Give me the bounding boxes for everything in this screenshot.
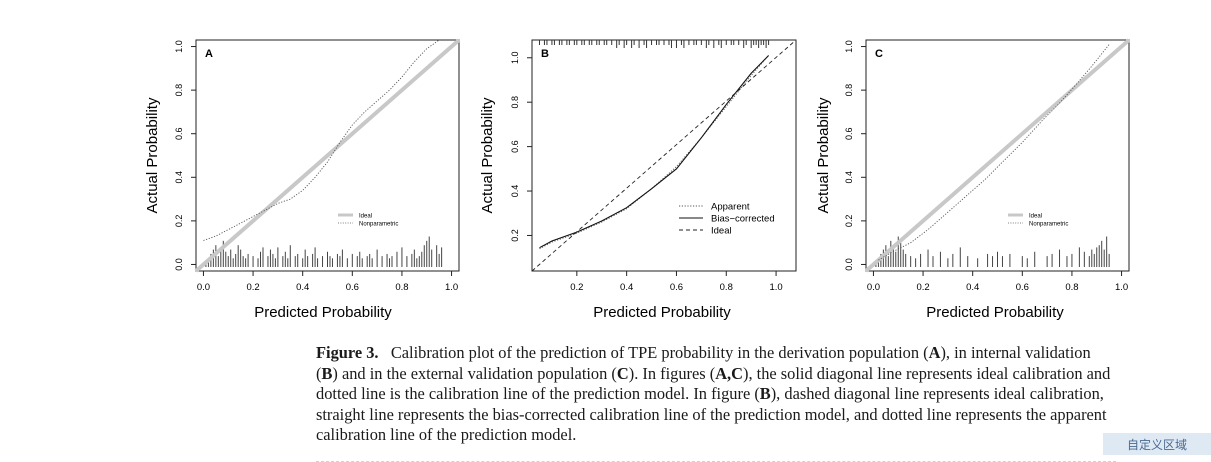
x-tick-label: 0.6 [346,282,359,293]
y-tick-label: 0.8 [844,84,854,97]
x-tick-label: 0.8 [720,282,733,293]
series-line-ideal [864,38,1131,273]
x-tick-label: 0.8 [395,282,408,293]
caption-fragment: ) and in the external validation populat… [332,363,617,383]
x-tick-label: 0.2 [246,282,259,293]
y-tick-label: 0.2 [174,215,184,228]
caption-fragment: ), in internal validation ( [316,343,1091,383]
y-tick-label: 0.4 [174,171,184,184]
series-line-ideal [531,39,797,272]
y-tick-label: 0.2 [844,215,854,228]
x-tick-label: 0.8 [1065,282,1078,293]
y-tick-label: 0.6 [174,127,184,140]
legend-label: Ideal [359,214,372,220]
legend-label: Ideal [1029,214,1042,220]
x-tick-label: 0.6 [670,282,683,293]
x-tick-label: 0.2 [570,282,583,293]
legend-label: Nonparametric [1029,222,1068,228]
panel-label: B [541,48,549,60]
legend-label: Ideal [711,226,732,237]
caption-body: Calibration plot of the prediction of TP… [316,343,1110,444]
custom-region-button[interactable]: 自定义区域 [1103,433,1211,455]
y-tick-label: 0.4 [510,185,520,198]
legend-label: Bias−corrected [711,214,775,225]
caption-fragment: ), dashed diagonal line represents ideal… [316,384,1107,444]
series-line-apparent [539,55,769,250]
series-line-nonparametric [203,39,440,241]
caption-fragment: A [928,343,941,362]
caption-fragment: C [616,363,629,383]
y-axis-label: Actual Probability [479,97,496,213]
x-axis-label: Predicted Probability [926,304,1064,321]
y-tick-label: 1.0 [174,40,184,53]
y-tick-label: 0.0 [174,258,184,271]
y-tick-label: 1.0 [844,40,854,53]
panel-label: A [205,48,213,60]
x-tick-label: 0.0 [867,282,880,293]
caption-fragment: ), the solid diagonal line represents id… [316,363,1111,404]
x-tick-label: 1.0 [445,282,458,293]
figure-3-calibration-plots: A 0.0 0.2 0.4 0.6 0.8 1.0 0.0 0.2 0.4 0.6 0.8 1.0 Pre… [144,38,1131,321]
y-axis-label: Actual Probability [144,97,161,213]
caption-fragment: ). In figures ( [628,363,716,383]
y-tick-label: 0.6 [510,140,520,153]
plot-frame [195,39,460,272]
x-tick-label: 0.4 [966,282,979,293]
x-tick-label: 0.4 [296,282,309,293]
y-tick-label: 0.2 [510,229,520,242]
y-tick-label: 1.0 [510,52,520,65]
y-tick-label: 0.8 [174,84,184,97]
x-axis-label: Predicted Probability [254,304,392,321]
series-line-ideal [194,38,461,273]
y-tick-label: 0.8 [510,96,520,109]
y-axis-label: Actual Probability [815,97,832,213]
x-tick-label: 0.0 [197,282,210,293]
caption-lead: Figure 3. [316,343,379,362]
x-tick-label: 1.0 [1115,282,1128,293]
y-tick-label: 0.4 [844,171,854,184]
panel-label: C [875,48,883,60]
caption-fragment: Calibration plot of the prediction of TP… [390,343,929,362]
legend-label: Apparent [711,202,750,213]
series-line-nonparametric [878,44,1110,261]
figure-caption: Figure 3. Calibration plot of the predic… [316,343,1116,446]
x-tick-label: 0.4 [620,282,633,293]
x-axis-label: Predicted Probability [593,304,731,321]
caption-fragment: B [321,363,333,383]
y-tick-label: 0.6 [844,127,854,140]
y-tick-label: 0.0 [844,258,854,271]
caption-fragment: A,C [715,363,743,383]
plot-frame [865,39,1130,272]
x-tick-label: 1.0 [769,282,782,293]
caption-fragment: B [759,384,771,403]
x-tick-label: 0.6 [1016,282,1029,293]
x-tick-label: 0.2 [916,282,929,293]
legend-label: Nonparametric [359,222,398,228]
